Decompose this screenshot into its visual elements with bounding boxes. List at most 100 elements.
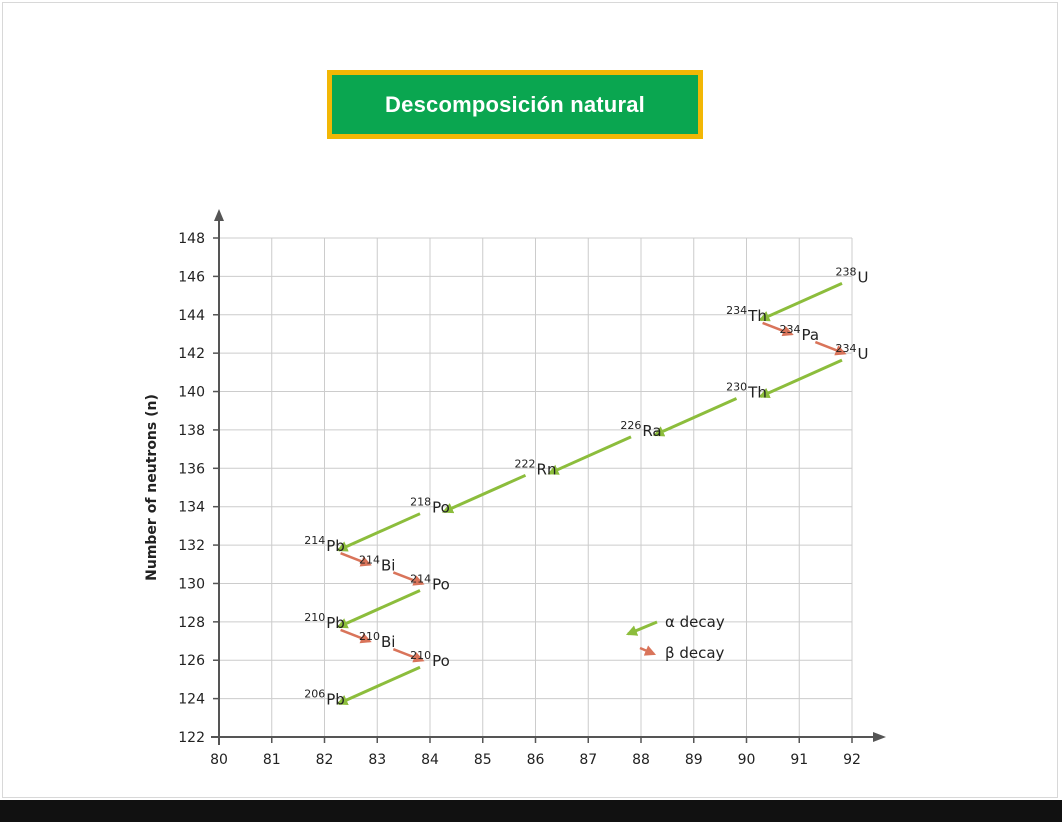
nuclide-mass-number: 210 [304, 611, 325, 624]
nuclide-text: 218Po [410, 496, 450, 517]
legend-entry-label: α decay [665, 613, 725, 631]
nuclide-mass-number: 226 [620, 419, 641, 432]
alpha-decay-arrow [441, 473, 527, 514]
nuclide-label: 210Pb [304, 611, 345, 632]
nuclide-symbol: Pa [801, 326, 819, 344]
alpha-decay-arrow [758, 282, 843, 322]
y-tick-label: 122 [178, 730, 205, 746]
nuclide-label: 206Pb [304, 688, 345, 709]
alpha-decay-arrow [336, 665, 421, 706]
nuclide-text: 222Rn [515, 457, 557, 478]
nuclide-symbol: Bi [381, 556, 395, 574]
alpha-decay-arrow [758, 358, 843, 398]
slide-title: Descomposición natural [385, 91, 645, 117]
bottom-bar [0, 800, 1062, 822]
nuclide-mass-number: 234 [779, 323, 800, 336]
nuclide-symbol: Pb [326, 537, 345, 555]
nuclide-text: 210Po [410, 649, 450, 670]
nuclide-symbol: Pb [326, 691, 345, 709]
nuclide-label: 238U [836, 265, 869, 286]
y-axis-arrowhead [214, 209, 224, 221]
y-tick-label: 132 [178, 538, 205, 554]
nuclide-mass-number: 210 [359, 630, 380, 643]
y-tick-label: 148 [178, 231, 205, 247]
beta-decay-arrow [392, 571, 425, 586]
y-tick-label: 138 [178, 423, 205, 439]
y-tick-label: 130 [178, 576, 205, 592]
nuclide-text: 230Th [726, 381, 767, 402]
y-tick-label: 134 [178, 500, 205, 516]
y-tick-label: 146 [178, 269, 205, 285]
nuclide-symbol: Po [432, 499, 450, 517]
nuclide-text: 214Po [410, 572, 450, 593]
x-tick-label: 84 [421, 752, 439, 768]
x-tick-label: 90 [738, 752, 756, 768]
nuclide-text: 238U [836, 265, 869, 286]
nuclide-mass-number: 214 [410, 572, 431, 585]
y-tick-label: 128 [178, 615, 205, 631]
x-tick-label: 81 [263, 752, 281, 768]
nuclide-label: 234Pa [779, 323, 819, 344]
nuclide-text: 226Ra [620, 419, 661, 440]
y-tick-label: 124 [178, 692, 205, 708]
title-banner: Descomposición natural [327, 70, 703, 139]
y-tick-label: 144 [178, 308, 205, 324]
nuclide-label: 234U [836, 342, 869, 363]
nuclide-label: 226Ra [620, 419, 661, 440]
legend: α decay β decay [625, 613, 725, 662]
x-tick-label: 87 [579, 752, 597, 768]
nuclide-symbol: U [858, 345, 869, 363]
nuclide-text: 206Pb [304, 688, 345, 709]
nuclide-label: 218Po [410, 496, 450, 517]
nuclide-symbol: Pb [326, 614, 345, 632]
decay-chart: 80 81 82 83 84 85 86 87 88 89 90 91 92 122 124 126 128 13… [144, 209, 886, 768]
alpha-decay-arrow [336, 512, 421, 552]
nuclide-label: 210Po [410, 649, 450, 670]
nuclide-text: 234U [836, 342, 869, 363]
nuclide-text: 210Bi [359, 630, 395, 651]
nuclide-mass-number: 222 [515, 457, 536, 470]
nuclide-text: 214Pb [304, 534, 345, 555]
nuclide-mass-number: 214 [304, 534, 325, 547]
beta-decay-arrow [392, 648, 425, 663]
nuclide-label: 230Th [726, 381, 767, 402]
x-tick-label: 88 [632, 752, 650, 768]
legend-beta-symbol [639, 645, 657, 656]
legend-alpha-symbol [625, 620, 658, 636]
y-tick-label: 126 [178, 653, 205, 669]
alpha-decay-arrow [336, 589, 421, 629]
nuclide-mass-number: 214 [359, 553, 380, 566]
y-tick-label: 136 [178, 461, 205, 477]
x-tick-label: 83 [368, 752, 386, 768]
nuclide-text: 214Bi [359, 553, 395, 574]
nuclide-mass-number: 234 [836, 342, 857, 355]
nuclide-mass-number: 210 [410, 649, 431, 662]
x-tick-label: 80 [210, 752, 228, 768]
nuclide-symbol: Th [747, 307, 767, 325]
y-tick-label: 140 [178, 385, 205, 401]
x-tick-label: 82 [316, 752, 334, 768]
nuclide-text: 234Th [726, 304, 767, 325]
nuclide-mass-number: 238 [836, 265, 857, 278]
nuclide-mass-number: 206 [304, 688, 325, 701]
nuclide-mass-number: 230 [726, 381, 747, 394]
nuclide-symbol: Po [432, 652, 450, 670]
beta-decay-arrow [762, 321, 794, 337]
nuclide-label: 214Po [410, 572, 450, 593]
alpha-decay-arrow [547, 435, 632, 475]
nuclide-label: 214Pb [304, 534, 345, 555]
alpha-decay-arrow [652, 397, 738, 437]
beta-decay-arrow [340, 552, 372, 567]
nuclide-symbol: Th [747, 384, 767, 402]
nuclide-label: 210Bi [359, 630, 395, 651]
legend-entry-label: β decay [665, 644, 725, 662]
nuclide-label: 214Bi [359, 553, 395, 574]
nuclide-text: 210Pb [304, 611, 345, 632]
x-tick-label: 92 [843, 752, 861, 768]
nuclide-symbol: Ra [642, 422, 661, 440]
nuclide-symbol: Bi [381, 633, 395, 651]
x-tick-label: 91 [790, 752, 808, 768]
x-tick-label: 85 [474, 752, 492, 768]
x-tick-label: 86 [527, 752, 545, 768]
x-tick-label: 89 [685, 752, 703, 768]
